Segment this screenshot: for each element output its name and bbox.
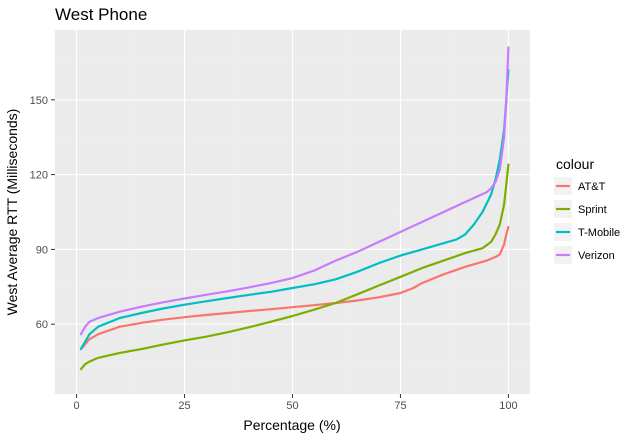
x-axis-title: Percentage (%) — [243, 417, 340, 433]
x-tick-label: 100 — [499, 400, 517, 412]
y-tick-label: 150 — [30, 95, 48, 107]
legend-label-verizon: Verizon — [578, 250, 615, 262]
series-line-verizon — [79, 46, 510, 336]
y-tick-label: 60 — [36, 319, 48, 331]
series-line-sprint — [79, 163, 510, 371]
legend-label-t-mobile: T-Mobile — [578, 227, 620, 239]
x-tick-label: 0 — [74, 400, 80, 412]
legend-label-at-t: AT&T — [578, 181, 606, 193]
series-line-t-mobile — [79, 68, 510, 351]
y-tick-label: 120 — [30, 170, 48, 182]
y-axis-title: West Average RTT (Milliseconds) — [4, 109, 20, 316]
x-axis: 0 25 50 75 100 — [74, 394, 518, 412]
x-tick-label: 25 — [178, 400, 190, 412]
legend-items: AT&T Sprint T-Mobile Verizon — [554, 177, 620, 264]
legend-title: colour — [556, 156, 594, 172]
x-tick-label: 75 — [394, 400, 406, 412]
legend-label-sprint: Sprint — [578, 204, 607, 216]
major-grid — [55, 30, 530, 394]
y-tick-label: 90 — [36, 244, 48, 256]
chart-title: West Phone — [55, 5, 147, 24]
x-tick-label: 50 — [286, 400, 298, 412]
series-layer — [79, 46, 510, 371]
y-axis: 60 90 120 150 — [30, 95, 55, 331]
legend: colour AT&T Sprint T-Mobile Verizon — [554, 156, 620, 264]
